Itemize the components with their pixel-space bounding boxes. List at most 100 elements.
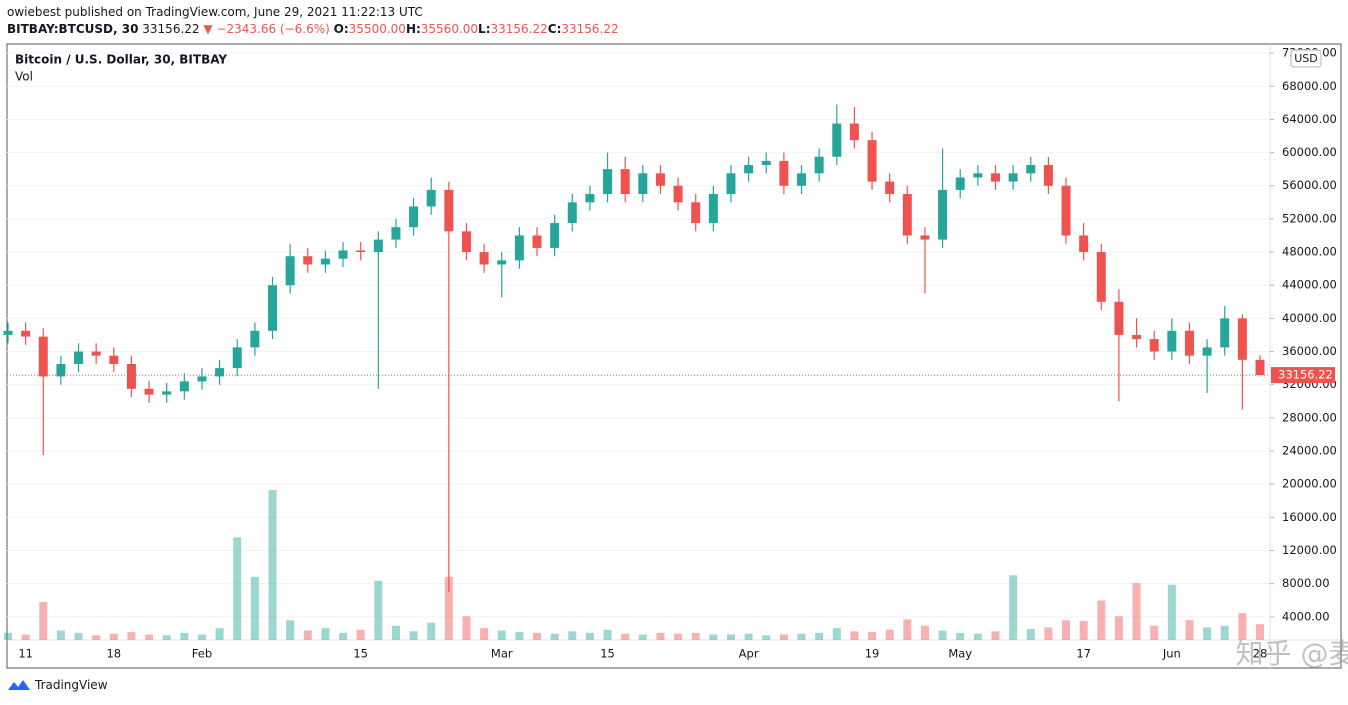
volume-bar <box>321 628 330 640</box>
currency-badge <box>1290 49 1322 68</box>
candle-body <box>215 368 225 377</box>
candle-body <box>902 194 912 236</box>
volume-bar <box>1203 627 1212 640</box>
candle-body <box>761 160 771 166</box>
candle-body <box>479 252 489 265</box>
volume-bar <box>1044 627 1053 640</box>
volume-bar <box>1150 625 1159 640</box>
y-tick-label: 36000.00 <box>1282 344 1337 358</box>
candle-body <box>426 189 436 207</box>
price: 33156.22 <box>142 22 200 36</box>
candle-body <box>356 250 366 253</box>
volume-bar <box>691 632 700 640</box>
candle-body <box>885 181 895 195</box>
volume-bar <box>1062 620 1071 640</box>
candle-body <box>56 363 66 377</box>
volume-bar <box>1009 575 1018 640</box>
candle-body <box>1202 347 1212 356</box>
volume-bar <box>109 633 118 640</box>
candle-body <box>620 169 630 195</box>
volume-bar <box>250 576 259 640</box>
volume-bar <box>339 632 348 640</box>
candle-body <box>391 227 401 240</box>
candle-body <box>938 189 948 240</box>
candle-body <box>550 223 560 248</box>
volume-bar <box>850 631 859 640</box>
volume-bar <box>444 576 453 640</box>
candle-body <box>320 258 330 265</box>
candle-body <box>162 391 172 395</box>
candle-body <box>38 336 48 377</box>
volume-bar <box>1238 613 1247 640</box>
candle-body <box>744 165 754 174</box>
candle-body <box>74 351 84 364</box>
candle-body <box>514 235 524 261</box>
candle-body <box>303 256 313 265</box>
volume-bar <box>427 622 436 640</box>
volume-bar <box>145 634 154 640</box>
volume-bar <box>585 632 594 640</box>
x-tick-label: 11 <box>18 647 33 661</box>
volume-bar <box>391 625 400 640</box>
candle-body <box>1096 252 1106 302</box>
candle-body <box>673 185 683 203</box>
y-tick-label: 48000.00 <box>1282 245 1337 259</box>
candle-body <box>708 194 718 224</box>
volume-bar <box>568 631 577 640</box>
y-tick-label: 52000.00 <box>1282 211 1337 225</box>
candle-body <box>373 239 383 253</box>
candle-body <box>444 189 454 232</box>
volume-bar <box>973 633 982 640</box>
ohlc-value: 35560.00 <box>420 22 479 36</box>
candle-body <box>91 351 101 356</box>
last-price-box <box>1271 367 1335 384</box>
y-tick-label: 40000.00 <box>1282 311 1337 325</box>
volume-bar <box>92 635 101 640</box>
volume-bar <box>56 630 65 640</box>
volume-bar <box>1026 628 1035 640</box>
candle-body <box>285 256 295 286</box>
logo <box>8 680 30 690</box>
ohlc-label: H: <box>405 22 421 36</box>
volume-label: Vol <box>15 70 33 84</box>
candle-body <box>1167 330 1177 352</box>
candle-body <box>1061 185 1071 236</box>
candle-body <box>726 173 736 195</box>
y-tick-label: 68000.00 <box>1282 79 1337 93</box>
x-tick-label: 17 <box>1076 647 1091 661</box>
volume-bar <box>621 633 630 640</box>
volume-bar <box>462 616 471 640</box>
volume-bar <box>868 632 877 640</box>
candle-body <box>1220 318 1230 348</box>
volume-bar <box>885 629 894 640</box>
volume-bar <box>497 630 506 640</box>
volume-bar <box>286 620 295 640</box>
volume-bar <box>903 619 912 640</box>
candle-body <box>1255 359 1265 376</box>
volume-bar <box>356 629 365 640</box>
candle-body <box>461 231 471 253</box>
volume-bar <box>21 634 30 640</box>
y-tick-label: 16000.00 <box>1282 510 1337 524</box>
volume-bar <box>409 631 418 640</box>
candle-body <box>955 177 965 190</box>
candle-body <box>1237 318 1247 360</box>
footer-text: TradingView <box>35 678 108 692</box>
volume-bar <box>515 632 524 640</box>
candle-body <box>920 235 930 240</box>
y-tick-label: 64000.00 <box>1282 112 1337 126</box>
candle-body <box>1184 330 1194 356</box>
candle-body <box>973 173 983 178</box>
volume-bar <box>4 632 12 640</box>
volume-bar <box>1132 583 1141 640</box>
volume-bar <box>603 629 612 640</box>
candle-body <box>1114 301 1124 335</box>
candle-body <box>497 260 507 265</box>
volume-bar <box>180 632 189 640</box>
volume-bar <box>215 628 224 640</box>
symbol: BITBAY:BTCUSD, 30 <box>7 22 139 36</box>
last-price-label: 33156.22 <box>1278 368 1333 382</box>
ohlc-value: 33156.22 <box>490 22 548 36</box>
